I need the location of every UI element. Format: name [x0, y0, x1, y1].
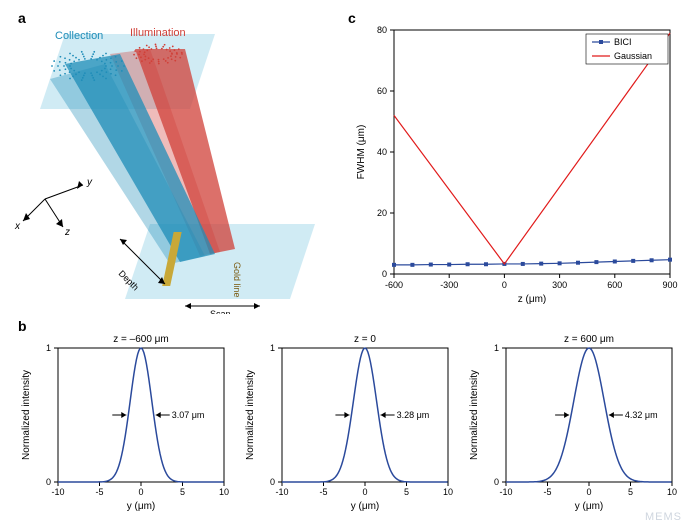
svg-text:5: 5 — [404, 487, 409, 497]
svg-text:z (μm): z (μm) — [518, 294, 547, 305]
svg-text:1: 1 — [270, 343, 275, 353]
panel-b-subplot-1: -10 -5 0 5 10 0 1 y (μm) Normalized intensity z =… — [240, 330, 460, 520]
svg-text:10: 10 — [219, 487, 229, 497]
svg-text:3.28 μm: 3.28 μm — [397, 410, 430, 420]
svg-text:60: 60 — [377, 86, 387, 96]
svg-text:0: 0 — [502, 280, 507, 290]
svg-text:-5: -5 — [95, 487, 103, 497]
panel-a-diagram: Gold lineScanDepthCollectionIllumination… — [10, 14, 340, 314]
panel-b-subplot-0: -10 -5 0 5 10 0 1 y (μm) Normalized intensity z =… — [16, 330, 236, 520]
svg-text:1: 1 — [46, 343, 51, 353]
svg-text:-300: -300 — [440, 280, 458, 290]
svg-text:Normalized intensity: Normalized intensity — [469, 370, 480, 460]
svg-text:Illumination: Illumination — [130, 27, 186, 39]
svg-text:y (μm): y (μm) — [575, 501, 604, 512]
svg-text:300: 300 — [552, 280, 567, 290]
svg-text:0: 0 — [138, 487, 143, 497]
svg-text:z: z — [64, 227, 70, 238]
svg-text:x: x — [14, 221, 21, 232]
svg-text:-600: -600 — [385, 280, 403, 290]
svg-text:0: 0 — [494, 477, 499, 487]
svg-text:5: 5 — [628, 487, 633, 497]
svg-text:4.32 μm: 4.32 μm — [625, 410, 658, 420]
svg-text:BICI: BICI — [614, 37, 632, 47]
svg-text:FWHM (μm): FWHM (μm) — [356, 125, 367, 180]
svg-text:0: 0 — [270, 477, 275, 487]
svg-text:Gaussian: Gaussian — [614, 51, 652, 61]
svg-text:z = –600 μm: z = –600 μm — [113, 334, 169, 345]
svg-text:-5: -5 — [543, 487, 551, 497]
svg-text:z = 600 μm: z = 600 μm — [564, 334, 614, 345]
svg-text:3.07 μm: 3.07 μm — [172, 410, 205, 420]
svg-text:Scan: Scan — [210, 309, 231, 314]
svg-text:-10: -10 — [51, 487, 64, 497]
svg-text:z = 0: z = 0 — [354, 334, 376, 345]
svg-text:10: 10 — [667, 487, 677, 497]
svg-text:900: 900 — [662, 280, 677, 290]
svg-text:-10: -10 — [499, 487, 512, 497]
watermark: MEMS — [645, 511, 682, 523]
svg-text:-5: -5 — [319, 487, 327, 497]
svg-text:600: 600 — [607, 280, 622, 290]
svg-text:0: 0 — [382, 269, 387, 279]
svg-text:Normalized intensity: Normalized intensity — [21, 370, 32, 460]
svg-text:y (μm): y (μm) — [127, 501, 156, 512]
svg-text:40: 40 — [377, 147, 387, 157]
svg-text:y: y — [86, 177, 93, 188]
svg-text:Collection: Collection — [55, 30, 103, 42]
svg-text:0: 0 — [362, 487, 367, 497]
svg-text:80: 80 — [377, 25, 387, 35]
svg-text:1: 1 — [494, 343, 499, 353]
svg-text:0: 0 — [46, 477, 51, 487]
svg-text:10: 10 — [443, 487, 453, 497]
svg-text:Normalized intensity: Normalized intensity — [245, 370, 256, 460]
panel-c-chart: -600 -300 0 300 600 900 0 20 40 60 80 z (μm) FWHM (μ… — [350, 16, 680, 316]
svg-text:y (μm): y (μm) — [351, 501, 380, 512]
svg-text:0: 0 — [586, 487, 591, 497]
panel-b-subplot-2: -10 -5 0 5 10 0 1 y (μm) Normalized intensity z =… — [464, 330, 684, 520]
svg-text:5: 5 — [180, 487, 185, 497]
svg-text:Gold line: Gold line — [232, 262, 242, 298]
svg-text:20: 20 — [377, 208, 387, 218]
svg-text:-10: -10 — [275, 487, 288, 497]
